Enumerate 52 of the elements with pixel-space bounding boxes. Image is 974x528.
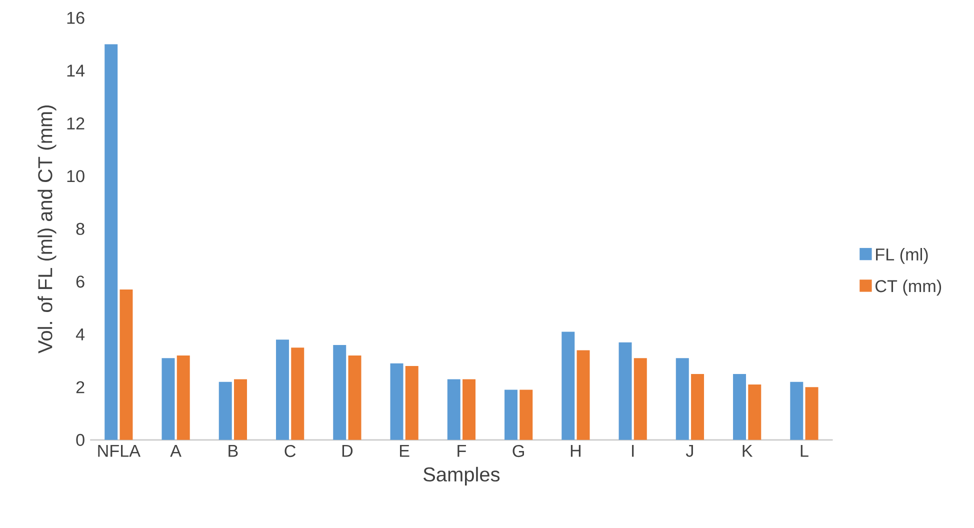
bar [805,387,818,440]
x-axis-title: Samples [424,466,500,486]
bar [390,363,404,440]
x-tick-label: NFLA [98,444,141,457]
bar [176,356,190,440]
bar [562,332,575,440]
y-tick-label: 2 [76,381,84,394]
y-tick-label: 14 [67,64,85,77]
x-tick-label: K [742,444,753,457]
bar [676,358,689,440]
y-tick-label: 0 [76,434,84,446]
bar [748,384,762,440]
bar [733,374,746,440]
x-tick-label: H [570,444,580,457]
bar [691,374,704,440]
y-tick-label: 8 [76,222,84,235]
bar [634,358,647,440]
bar [333,344,346,440]
x-tick-label: F [458,444,466,457]
bar [291,348,304,440]
y-tick-label: 16 [67,12,84,24]
bar [234,379,247,440]
x-tick-label: E [400,444,410,457]
y-tick-label: 6 [76,276,84,288]
bar [504,390,518,440]
x-tick-label: B [228,444,238,457]
x-tick-label: D [342,444,353,457]
x-tick-label: J [686,444,693,457]
bar [348,356,362,440]
y-tick-label: 10 [67,170,84,182]
bar [576,350,590,440]
x-tick-label: G [512,444,524,458]
bar [405,366,418,440]
y-axis-title: Vol. of FL (ml) and CT (mm) [38,106,56,354]
bar [120,290,133,440]
bar [520,390,533,440]
bar [276,340,289,440]
y-tick-label: 12 [67,117,84,130]
bar [618,342,632,440]
legend-label: CT (mm) [876,280,942,296]
x-tick-label: L [800,444,808,457]
bar [447,379,460,440]
x-tick-label: C [284,444,296,458]
bar [162,358,175,440]
bar [462,379,476,440]
bar [790,382,804,440]
y-tick-label: 4 [76,328,85,340]
bar [104,44,118,440]
legend-label: FL (ml) [876,248,928,264]
x-tick-label: A [170,444,182,457]
x-tick-label: I [632,444,634,457]
bar [218,382,232,440]
